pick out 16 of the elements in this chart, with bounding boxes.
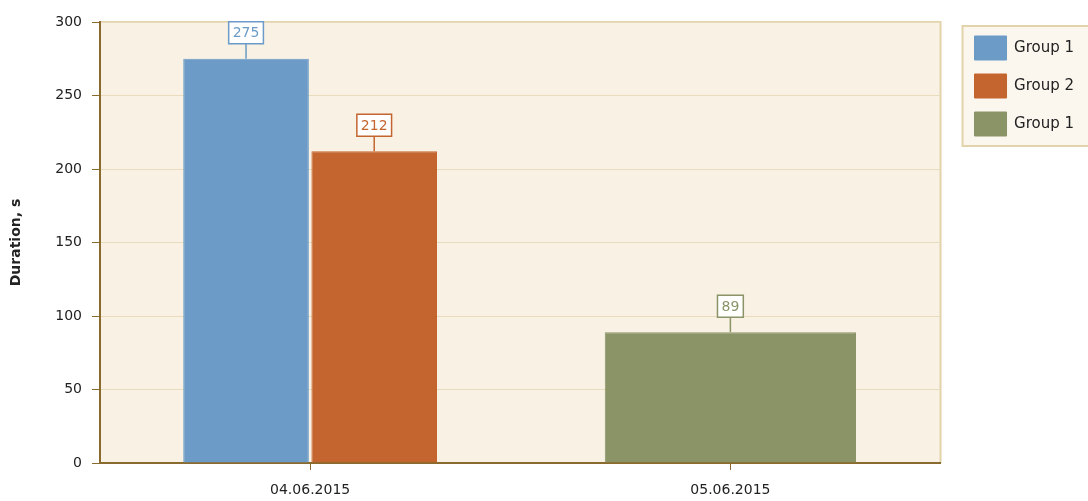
- y-tick-label: 50: [64, 380, 82, 397]
- y-tick-label: 0: [73, 453, 82, 470]
- y-tick-label: 200: [55, 159, 82, 176]
- data-label: 275: [232, 24, 260, 41]
- y-axis-title: Duration, s: [7, 198, 24, 287]
- y-tick-label: 250: [55, 86, 82, 103]
- legend-label: Group 1: [1014, 37, 1075, 56]
- y-tick-label: 300: [55, 12, 82, 29]
- data-label: 212: [360, 117, 388, 133]
- x-tick-label: 04.06.2015: [270, 481, 351, 498]
- x-tick-label: 05.06.2015: [690, 481, 771, 498]
- legend-label: Group 1: [1014, 113, 1075, 132]
- y-tick-label: 150: [55, 233, 82, 250]
- legend-label: Group 2: [1014, 75, 1075, 94]
- data-label: 89: [721, 297, 740, 314]
- y-tick-label: 100: [55, 306, 82, 323]
